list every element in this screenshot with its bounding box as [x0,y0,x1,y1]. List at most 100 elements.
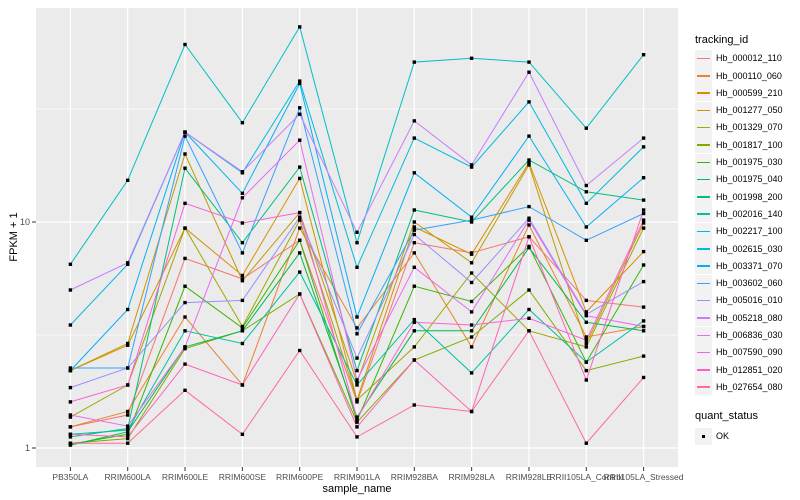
data-point [412,241,416,245]
data-point [584,183,588,188]
legend-item-label: Hb_006836_030 [716,330,783,341]
data-point [240,191,245,195]
data-point [240,383,245,387]
data-point [298,218,302,222]
legend-key-line-icon [695,188,712,206]
legend-item-Hb_001975_030: Hb_001975_030 [695,153,783,171]
x-tick-label: RRIM600SE [218,472,266,482]
data-point [584,378,588,382]
data-point [68,400,73,404]
x-tick-label: RRIM600LE [161,472,209,482]
data-point [183,226,187,230]
data-point [412,329,416,333]
legend-line-swatch [697,351,710,354]
legend-item-label: Hb_000012_110 [716,53,782,64]
data-point [641,145,646,149]
legend-key-line-icon [695,101,712,119]
data-point [355,315,359,319]
legend-item-Hb_000012_110: Hb_000012_110 [695,49,782,67]
data-point [298,112,302,116]
data-point [355,398,359,402]
data-point [298,106,302,110]
data-point [240,341,245,346]
data-point [469,310,474,314]
data-point [355,416,359,421]
x-tick-label: RRII105LA_Control [549,472,624,482]
data-point [412,317,416,322]
data-point [412,136,416,140]
legend-line-swatch [697,282,710,285]
legend-item-Hb_001998_200: Hb_001998_200 [695,188,783,206]
data-point [527,288,531,292]
legend-title-tracking-id: tracking_id [695,34,749,46]
legend-item-label: Hb_012851_020 [716,364,783,375]
data-point [584,190,588,194]
data-point [527,218,531,222]
data-point [584,335,588,339]
data-point [527,316,531,320]
data-point [240,277,245,281]
data-point [298,210,302,215]
data-point [240,170,245,174]
data-point [298,176,302,181]
data-point [240,326,245,330]
data-point [355,425,359,429]
data-point [355,419,359,423]
data-point [68,323,73,327]
data-point [527,158,531,162]
legend-item-label: Hb_001975_030 [716,157,783,168]
legend-line-swatch [697,386,710,388]
legend-line-swatch [697,144,710,146]
data-point [183,152,187,156]
legend-key-line-icon [695,309,712,327]
data-point [355,265,359,269]
data-point [469,163,474,167]
data-point [68,415,73,419]
data-point [527,246,531,250]
x-tick-label: RRIM901LA [333,472,381,482]
data-point [298,79,302,83]
data-point [355,383,359,387]
data-point [240,279,245,283]
legend-item-Hb_002615_030: Hb_002615_030 [695,240,783,258]
data-point [240,241,245,245]
data-point [68,441,73,445]
data-point [527,204,531,209]
data-point [584,126,588,130]
data-point [298,292,302,296]
data-point [298,215,302,219]
data-point [183,284,187,288]
data-point [641,226,646,230]
data-point [68,443,73,447]
legend-line-swatch [697,178,710,181]
legend-line-swatch [697,126,710,129]
data-point [641,211,646,216]
data-point [412,403,416,407]
legend-item-label: Hb_001817_100 [716,139,783,150]
data-point [126,409,130,414]
legend-line-swatch [697,299,710,302]
data-point [527,223,531,227]
y-tick-label: 1 [24,443,30,453]
data-point [355,368,359,373]
data-point [527,329,531,333]
legend-key-point-icon [695,427,712,445]
legend-item-label: Hb_002217_100 [716,226,783,237]
data-point [240,432,245,436]
data-point [584,360,588,364]
data-point [584,314,588,318]
data-point [584,441,588,445]
data-point [183,201,187,205]
data-point [469,409,474,414]
data-point [355,380,359,385]
data-point [469,56,474,60]
data-point [412,220,416,224]
data-point [183,256,187,261]
legend-item-label: Hb_027654_080 [716,381,783,392]
legend-title-quant-status: quant_status [695,409,758,422]
data-point [183,130,187,134]
data-point [355,378,359,382]
data-point [126,413,130,417]
legend-item-label: Hb_005218_080 [716,312,783,323]
data-point [298,251,302,255]
